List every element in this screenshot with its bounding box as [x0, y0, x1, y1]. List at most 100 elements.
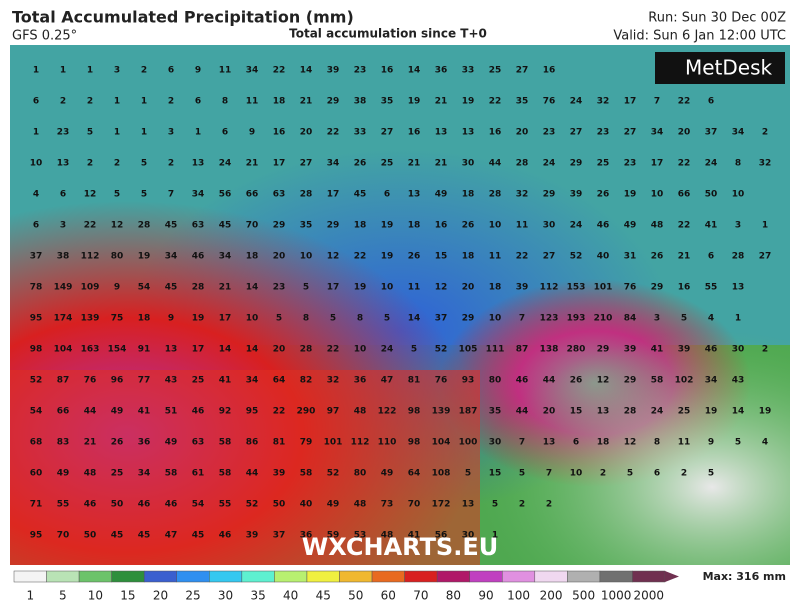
- map-value: 44: [246, 469, 259, 479]
- map-value: 22: [516, 252, 529, 262]
- map-value: 149: [54, 283, 73, 293]
- map-value: 17: [327, 283, 340, 293]
- map-value: 48: [354, 407, 367, 417]
- map-value: 5: [87, 128, 93, 138]
- map-value: 45: [354, 190, 367, 200]
- map-value: 5: [708, 469, 714, 479]
- map-value: 6: [573, 438, 579, 448]
- map-value: 34: [732, 128, 745, 138]
- map-value: 15: [435, 252, 448, 262]
- map-value: 32: [597, 97, 610, 107]
- map-value: 41: [705, 221, 718, 231]
- map-value: 14: [408, 66, 421, 76]
- map-value: 14: [246, 283, 259, 293]
- map-value: 32: [516, 190, 529, 200]
- map-value: 34: [705, 376, 718, 386]
- map-value: 13: [57, 159, 70, 169]
- map-value: 28: [489, 190, 502, 200]
- map-value: 64: [273, 376, 286, 386]
- map-value: 29: [597, 345, 610, 355]
- map-value: 28: [624, 407, 637, 417]
- map-value: 5: [141, 190, 147, 200]
- watermark: WXCHARTS.EU: [302, 533, 498, 561]
- map-value: 18: [354, 221, 367, 231]
- map-value: 48: [84, 469, 97, 479]
- map-value: 22: [678, 159, 691, 169]
- map-value: 21: [435, 97, 448, 107]
- map-value: 14: [219, 345, 232, 355]
- map-value: 63: [192, 221, 205, 231]
- map-value: 15: [489, 469, 502, 479]
- map-value: 29: [462, 314, 475, 324]
- map-value: 48: [381, 531, 394, 541]
- map-value: 50: [273, 500, 286, 510]
- map-value: 10: [651, 190, 664, 200]
- map-value: 22: [678, 97, 691, 107]
- map-value: 77: [138, 376, 151, 386]
- map-value: 29: [570, 159, 583, 169]
- map-value: 34: [192, 190, 205, 200]
- map-value: 51: [165, 407, 178, 417]
- map-value: 25: [111, 469, 124, 479]
- map-value: 21: [678, 252, 691, 262]
- map-value: 12: [84, 190, 97, 200]
- map-value: 31: [624, 252, 637, 262]
- valid: Valid: Sun 6 Jan 12:00 UTC: [613, 29, 786, 44]
- map-value: 4: [762, 438, 768, 448]
- map-value: 1: [114, 97, 120, 107]
- map-value: 38: [57, 252, 70, 262]
- map-value: 112: [81, 252, 100, 262]
- map-value: 19: [624, 190, 637, 200]
- map-value: 2: [114, 159, 120, 169]
- map-value: 39: [327, 66, 340, 76]
- map-value: 66: [678, 190, 691, 200]
- map-value: 9: [708, 438, 714, 448]
- map-value: 34: [246, 66, 259, 76]
- map-value: 26: [111, 438, 124, 448]
- colorbar-segment: [599, 570, 633, 583]
- map-value: 11: [516, 221, 529, 231]
- map-value: 13: [597, 407, 610, 417]
- map-value: 45: [111, 531, 124, 541]
- map-value: 26: [354, 159, 367, 169]
- map-value: 33: [354, 128, 367, 138]
- map-value: 55: [219, 500, 232, 510]
- map-value: 10: [732, 190, 745, 200]
- map-value: 2: [519, 500, 525, 510]
- map-value: 6: [384, 190, 390, 200]
- colorbar-label: 30: [218, 589, 233, 603]
- map-value: 111: [486, 345, 505, 355]
- map-value: 76: [84, 376, 97, 386]
- map-value: 27: [570, 128, 583, 138]
- map-value: 32: [327, 376, 340, 386]
- map-value: 46: [138, 500, 151, 510]
- map-value: 47: [165, 531, 178, 541]
- map-value: 19: [138, 252, 151, 262]
- map-value: 29: [327, 97, 340, 107]
- map-value: 28: [192, 283, 205, 293]
- colorbar-arrow: [665, 571, 679, 582]
- map-value: 71: [30, 500, 43, 510]
- map-value: 290: [297, 407, 316, 417]
- map-value: 6: [168, 66, 174, 76]
- map-value: 19: [381, 221, 394, 231]
- map-value: 36: [354, 376, 367, 386]
- map-value: 24: [705, 159, 718, 169]
- colorbar-segment: [241, 570, 275, 583]
- map-value: 1: [141, 128, 147, 138]
- map-value: 66: [246, 190, 259, 200]
- map-value: 46: [705, 345, 718, 355]
- map-value: 49: [381, 469, 394, 479]
- colorbar-segment: [13, 570, 47, 583]
- map-value: 27: [300, 159, 313, 169]
- map-value: 21: [246, 159, 259, 169]
- map-value: 18: [597, 438, 610, 448]
- map-value: 20: [543, 407, 556, 417]
- map-value: 45: [138, 531, 151, 541]
- map-value: 21: [435, 159, 448, 169]
- map-value: 34: [651, 128, 664, 138]
- map-value: 2: [681, 469, 687, 479]
- map-value: 76: [624, 283, 637, 293]
- map-value: 87: [516, 345, 529, 355]
- map-value: 13: [165, 345, 178, 355]
